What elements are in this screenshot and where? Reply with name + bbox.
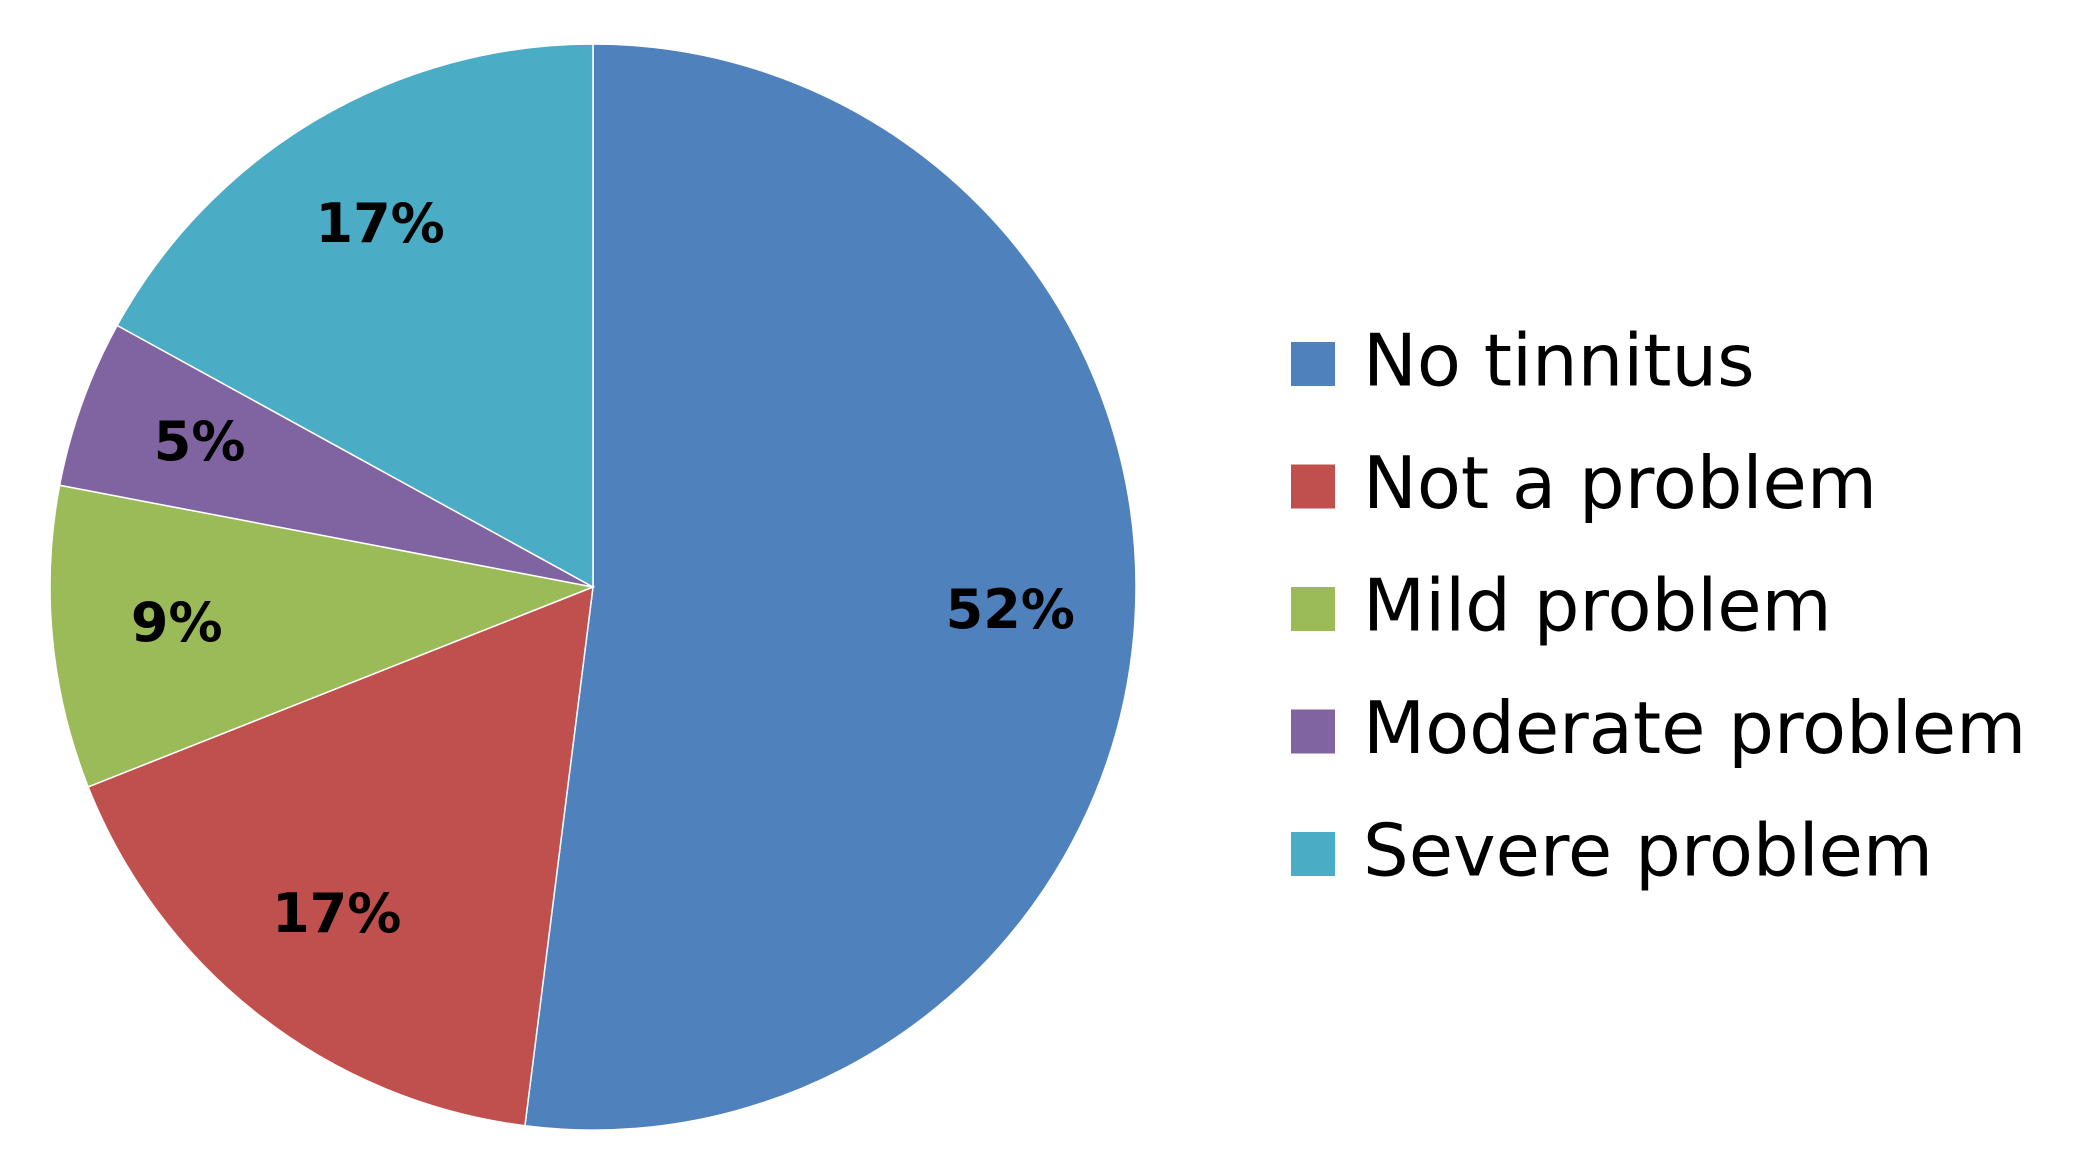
value-label: 5% [154,410,246,473]
value-label: 52% [946,578,1075,641]
legend-swatch [1291,464,1335,509]
value-label: 9% [131,591,223,654]
value-label: 17% [272,882,401,945]
legend-swatch [1291,342,1335,386]
legend-swatch [1291,832,1335,876]
legend-label: Moderate problem [1363,686,2026,770]
pie-slice [49,484,596,788]
value-label: 17% [316,192,445,255]
legend-label: Mild problem [1363,564,1832,648]
pie-slice [58,324,594,588]
legend-label: Not a problem [1363,441,1877,525]
pie-slice [524,43,1137,1131]
legend-swatch [1291,709,1335,754]
legend-label: No tinnitus [1363,319,1755,403]
pie-slice [87,585,594,1127]
legend-label: Severe problem [1363,809,1933,893]
legend-swatch [1291,587,1335,631]
pie-slice [116,43,594,589]
